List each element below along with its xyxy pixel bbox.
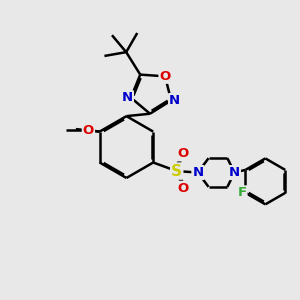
Text: F: F bbox=[237, 186, 247, 200]
Text: N: N bbox=[122, 91, 133, 104]
Text: N: N bbox=[229, 166, 240, 179]
Text: O: O bbox=[83, 124, 94, 137]
Text: S: S bbox=[171, 164, 182, 178]
Text: O: O bbox=[177, 147, 189, 161]
Text: O: O bbox=[160, 70, 171, 83]
Text: N: N bbox=[192, 166, 203, 179]
Text: N: N bbox=[169, 94, 180, 107]
Text: O: O bbox=[177, 182, 189, 195]
